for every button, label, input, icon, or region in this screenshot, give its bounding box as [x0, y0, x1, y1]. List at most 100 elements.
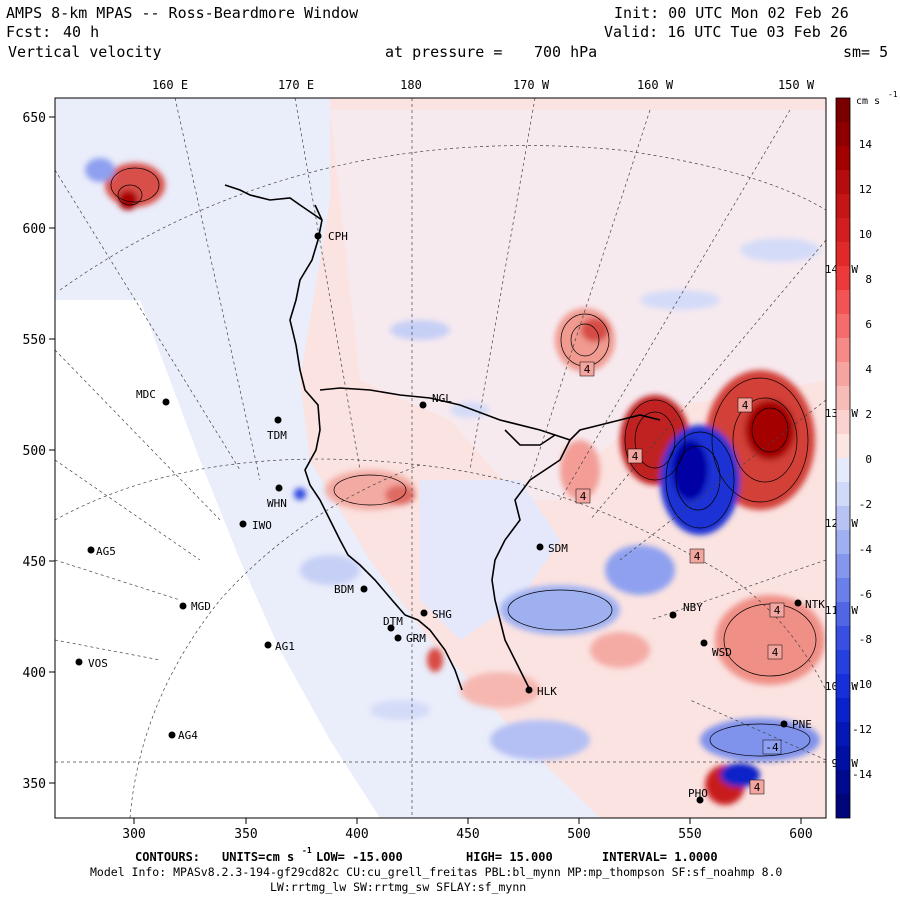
colorbar-label: 14: [859, 138, 873, 151]
forecast-label: Fcst:: [6, 23, 52, 41]
svg-text:4: 4: [580, 490, 587, 503]
station-bdm: BDM: [334, 583, 368, 596]
svg-text:TDM: TDM: [267, 429, 287, 442]
colorbar-label: 8: [865, 273, 872, 286]
colorbar-labels: 14 12 10 8 6 4 2 0 -2 -4 -6 -8 -10 -12 -…: [852, 138, 872, 781]
colorbar-label: -12: [852, 723, 872, 736]
y-tick-label: 500: [23, 444, 46, 459]
station-cph: CPH: [314, 230, 348, 243]
svg-text:AG1: AG1: [275, 640, 295, 653]
colorbar-label: 0: [865, 453, 872, 466]
y-tick-label: 400: [23, 666, 46, 681]
svg-text:VOS: VOS: [88, 657, 108, 670]
station-nby: NBY: [669, 601, 703, 619]
svg-text:NGL: NGL: [432, 392, 452, 405]
contour-label: 4: [579, 361, 595, 377]
colorbar-label: 12: [859, 183, 872, 196]
contour-label: 4: [749, 779, 765, 795]
y-tick-label: 600: [23, 222, 46, 237]
lon-label: 150 W: [778, 78, 815, 92]
svg-text:IWO: IWO: [252, 519, 272, 532]
svg-text:MGD: MGD: [191, 600, 211, 613]
svg-text:SHG: SHG: [432, 608, 452, 621]
lon-label: 170 W: [513, 78, 550, 92]
svg-text:PNE: PNE: [792, 718, 812, 731]
contour-interval: INTERVAL= 1.0000: [602, 850, 718, 864]
lon-top-labels: 160 E 170 E 180 170 W 160 W 150 W: [152, 78, 815, 92]
contours-label: CONTOURS:: [135, 850, 201, 864]
contour-value-labels: 4 4 4 4 4 4 4 -4 4: [575, 361, 785, 795]
svg-text:4: 4: [584, 363, 591, 376]
svg-text:MDC: MDC: [136, 388, 156, 401]
colorbar-label: -8: [859, 633, 872, 646]
svg-text:4: 4: [774, 604, 781, 617]
colorbar-label: 2: [865, 408, 872, 421]
svg-text:PHO: PHO: [688, 787, 708, 800]
x-axis-labels: 300 350 400 450 500 550 600: [122, 827, 812, 842]
svg-text:AG5: AG5: [96, 545, 116, 558]
model-info-2: LW:rrtmg_lw SW:rrtmg_sw SFLAY:sf_mynn: [270, 880, 527, 894]
lon-label: 160 E: [152, 78, 188, 92]
station-vos: VOS: [75, 657, 108, 670]
ice-shelf-region: [420, 480, 560, 640]
pressure-value: 700 hPa: [534, 43, 598, 61]
svg-text:SDM: SDM: [548, 542, 568, 555]
svg-text:WSD: WSD: [712, 646, 732, 659]
contour-label: 4: [737, 397, 753, 413]
shaded-features: [85, 158, 825, 805]
units-exp: -1: [302, 846, 312, 855]
lon-label: 170 E: [278, 78, 314, 92]
vertical-velocity-field: [55, 98, 826, 818]
station-ag1: AG1: [264, 640, 295, 653]
station-dtm: DTM: [383, 615, 403, 632]
lon-label: 160 W: [637, 78, 674, 92]
station-ngl: NGL: [419, 392, 452, 409]
svg-text:CPH: CPH: [328, 230, 348, 243]
station-shg: SHG: [420, 608, 452, 621]
station-hlk: HLK: [525, 685, 557, 698]
contour-label: 4: [689, 548, 705, 564]
y-axis-labels: 650 600 550 500 450 400 350: [23, 111, 46, 792]
model-title: AMPS 8-km MPAS -- Ross-Beardmore Window: [6, 4, 359, 22]
colorbar-label: 6: [865, 318, 872, 331]
svg-text:4: 4: [772, 646, 779, 659]
station-mgd: MGD: [179, 600, 211, 613]
y-tick-label: 650: [23, 111, 46, 126]
graticule: [55, 98, 826, 818]
svg-text:NBY: NBY: [683, 601, 703, 614]
station-pne: PNE: [780, 718, 812, 731]
contour-low: LOW= -15.000: [316, 850, 403, 864]
station-pho: PHO: [688, 787, 708, 804]
svg-text:4: 4: [632, 450, 639, 463]
y-tick-label: 350: [23, 777, 46, 792]
contour-label: 4: [767, 644, 783, 660]
smoothing-label: sm= 5: [843, 43, 889, 61]
field-name: Vertical velocity: [8, 43, 162, 61]
contour-high: HIGH= 15.000: [466, 850, 553, 864]
station-wsd: WSD: [700, 639, 732, 659]
colorbar-label: 4: [865, 363, 872, 376]
station-ag4: AG4: [168, 729, 198, 742]
y-tick-label: 450: [23, 555, 46, 570]
units-label: UNITS=cm s: [222, 850, 295, 864]
init-time: Init: 00 UTC Mon 02 Feb 26: [614, 4, 849, 22]
contour-label: 4: [575, 488, 591, 504]
colorbar-label: 10: [859, 228, 872, 241]
colorbar-label: -2: [859, 498, 872, 511]
x-tick-label: 550: [678, 827, 701, 842]
ross-sea-region: [330, 110, 826, 500]
contour-label: -4: [762, 739, 782, 755]
station-ag5: AG5: [87, 545, 116, 558]
y-tick-label: 550: [23, 333, 46, 348]
x-tick-label: 300: [122, 827, 145, 842]
svg-text:4: 4: [694, 550, 701, 563]
contour-label: 4: [769, 602, 785, 618]
colorbar-label: -6: [859, 588, 872, 601]
x-tick-label: 400: [345, 827, 368, 842]
svg-text:4: 4: [754, 781, 761, 794]
x-tick-label: 500: [567, 827, 590, 842]
colorbar-units: cm s: [856, 96, 880, 107]
svg-text:HLK: HLK: [537, 685, 557, 698]
stations: CPH MDC TDM NGL WHN IWO AG5 SDM BDM SHG …: [75, 230, 825, 804]
model-info: Model Info: MPASv8.2.3-194-gf29cd82c CU:…: [90, 865, 783, 879]
